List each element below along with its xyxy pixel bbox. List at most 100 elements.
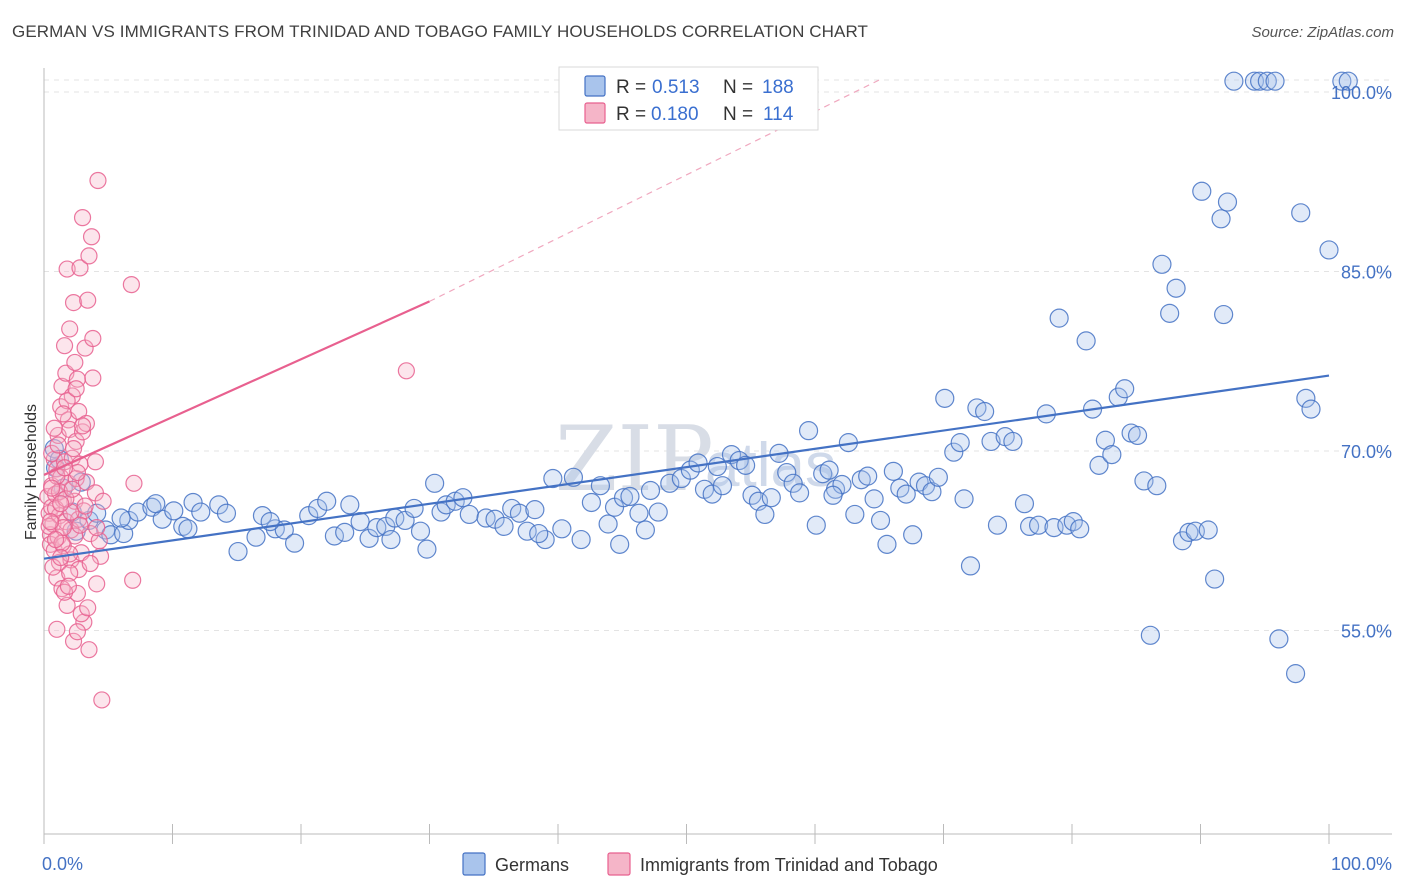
germans-point-104 — [903, 525, 923, 545]
germans-point-164 — [1332, 71, 1352, 91]
legend-r-value-trinidad: 0.180 — [651, 104, 699, 125]
germans-point-163 — [1319, 240, 1339, 260]
trinidad-point-61 — [82, 228, 101, 246]
germans-point-110 — [944, 442, 964, 462]
germans-point-127 — [1063, 512, 1083, 532]
trinidad-point-103 — [63, 480, 81, 498]
trinidad-point-105 — [45, 419, 63, 437]
germans-point-79 — [736, 455, 756, 475]
germans-point-87 — [789, 483, 810, 503]
trinidad-point-84 — [79, 599, 97, 617]
germans-point-76 — [712, 476, 733, 496]
germans-point-159 — [1285, 664, 1306, 684]
germans-point-96 — [851, 470, 871, 490]
trinidad-point-87 — [58, 392, 76, 410]
germans-point-147 — [1192, 181, 1212, 201]
trinidad-point-109 — [88, 518, 106, 537]
germans-point-31 — [335, 522, 355, 542]
germans-point-90 — [813, 464, 833, 484]
trinidad-point-70 — [93, 691, 111, 709]
trinidad-point-74 — [125, 474, 143, 492]
legend-n-value-trinidad: 114 — [763, 104, 794, 125]
chart-title: GERMAN VS IMMIGRANTS FROM TRINIDAD AND T… — [12, 22, 869, 41]
trinidad-point-27 — [58, 596, 76, 614]
germans-point-21 — [228, 541, 248, 562]
germans-point-132 — [1095, 430, 1116, 450]
germans-point-117 — [987, 515, 1008, 535]
germans-point-68 — [640, 480, 661, 501]
germans-point-160 — [1291, 203, 1311, 223]
germans-point-141 — [1152, 254, 1172, 274]
germans-point-108 — [928, 467, 948, 487]
germans-point-66 — [629, 503, 649, 523]
germans-point-26 — [284, 533, 305, 553]
germans-point-65 — [620, 486, 640, 507]
germans-point-103 — [896, 484, 916, 504]
germans-point-143 — [1166, 278, 1186, 298]
germans-point-39 — [404, 498, 424, 519]
germans-point-133 — [1102, 444, 1122, 465]
germans-point-52 — [509, 503, 530, 523]
trinidad-point-93 — [68, 463, 87, 482]
trinidad-point-89 — [73, 417, 92, 435]
germans-point-131 — [1089, 455, 1109, 475]
germans-point-172 — [529, 523, 549, 544]
trinidad-point-58 — [80, 641, 98, 659]
germans-point-153 — [1224, 71, 1244, 91]
germans-point-61 — [590, 476, 611, 496]
germans-point-105 — [909, 472, 929, 492]
trinidad-point-38 — [64, 632, 83, 650]
trinidad-point-107 — [67, 380, 85, 398]
germans-point-168 — [146, 494, 166, 514]
germans-point-42 — [425, 473, 445, 493]
y-tick-label-1: 70.0% — [1341, 442, 1392, 462]
germans-point-97 — [858, 466, 878, 486]
germans-point-109 — [935, 388, 955, 408]
legend-n-value-germans: 188 — [762, 77, 794, 98]
germans-point-175 — [823, 485, 843, 505]
germans-point-95 — [845, 504, 865, 525]
trinidad-points — [39, 171, 415, 709]
germans-point-149 — [1205, 569, 1225, 589]
y-tick-labels: 55.0% 70.0% 85.0% 100.0% — [1331, 83, 1392, 642]
trinidad-trend-line — [43, 300, 430, 476]
trinidad-point-111 — [68, 623, 87, 641]
germans-point-83 — [761, 488, 781, 508]
germans-point-59 — [571, 529, 591, 550]
trinidad-point-96 — [57, 490, 75, 508]
trinidad-point-57 — [79, 291, 97, 309]
germans-point-151 — [1214, 304, 1234, 325]
trinidad-point-94 — [76, 497, 94, 515]
germans-point-138 — [1134, 471, 1154, 491]
germans-point-119 — [1003, 431, 1023, 452]
germans-point-145 — [1179, 522, 1199, 542]
y-tick-label-3: 100.0% — [1331, 83, 1392, 103]
legend-r-value-germans: 0.513 — [652, 77, 700, 98]
trinidad-point-48 — [71, 259, 89, 277]
bottom-legend-swatch-germans — [462, 852, 486, 876]
y-axis-label: Family Households — [23, 404, 40, 540]
watermark-zip: ZIP — [555, 407, 714, 512]
germans-point-69 — [648, 502, 668, 522]
germans-point-150 — [1211, 209, 1231, 229]
germans-point-86 — [783, 473, 803, 493]
trinidad-point-66 — [88, 575, 106, 593]
germans-point-23 — [252, 506, 273, 526]
germans-point-53 — [517, 521, 537, 541]
germans-point-91 — [819, 460, 839, 480]
bottom-legend-germans: Germans — [495, 855, 569, 875]
trinidad-point-73 — [124, 571, 142, 589]
germans-trend-line — [43, 374, 1330, 560]
legend-r-label-germans: R = — [616, 77, 646, 98]
trinidad-point-110 — [59, 577, 78, 595]
trinidad-point-100 — [41, 513, 60, 531]
y-tick-label-2: 85.0% — [1341, 262, 1392, 282]
germans-point-120 — [1014, 494, 1035, 514]
germans-point-165 — [1338, 71, 1358, 91]
germans-point-85 — [777, 462, 797, 483]
legend: R = 0.513 N = 188 R = 0.180 N = 114 — [558, 66, 819, 131]
germans-point-98 — [864, 489, 884, 509]
trinidad-point-75 — [397, 362, 415, 380]
germans-point-126 — [1057, 515, 1077, 535]
